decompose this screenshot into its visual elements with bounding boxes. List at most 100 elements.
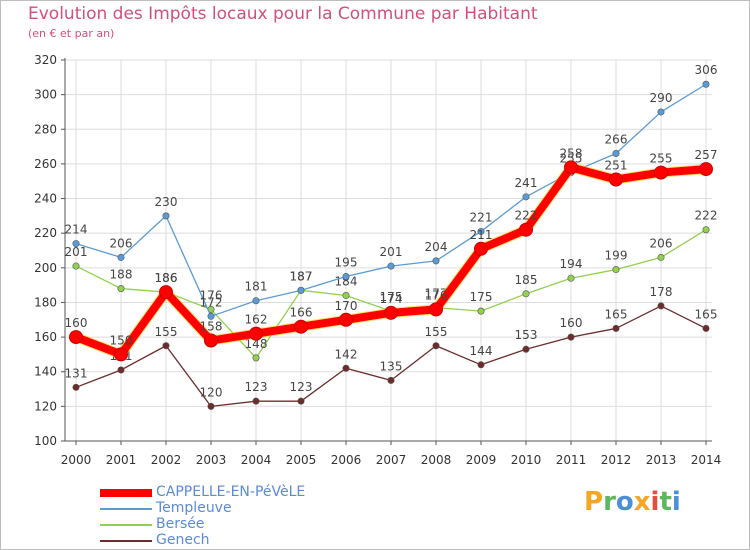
- x-tick-label: 2000: [61, 453, 92, 467]
- y-tick-label: 160: [34, 330, 57, 344]
- series-point: [339, 312, 353, 327]
- x-tick-label: 2002: [151, 453, 182, 467]
- data-label: 165: [695, 307, 718, 321]
- y-tick-label: 280: [34, 122, 57, 136]
- data-label: 150: [110, 333, 133, 347]
- data-label: 214: [65, 223, 88, 237]
- y-tick-label: 180: [34, 295, 57, 309]
- data-label: 176: [200, 288, 223, 302]
- data-label: 201: [380, 245, 403, 259]
- data-label: 222: [515, 209, 538, 223]
- series-point: [384, 305, 398, 320]
- chart-subtitle: (en € et par an): [28, 27, 115, 40]
- data-label: 211: [470, 228, 493, 242]
- data-label: 144: [470, 344, 493, 358]
- series-point: [522, 193, 530, 201]
- legend-swatch-templeuve: [100, 508, 152, 510]
- data-label: 148: [245, 337, 268, 351]
- data-label: 251: [605, 158, 628, 172]
- legend-label-bersee: Bersée: [156, 516, 205, 532]
- data-label: 165: [605, 307, 628, 321]
- series-point: [522, 290, 530, 298]
- x-tick-label: 2007: [376, 453, 407, 467]
- chart-title: Evolution des Impôts locaux pour la Comm…: [28, 4, 538, 24]
- x-tick-label: 2010: [511, 453, 542, 467]
- data-label: 222: [695, 209, 718, 223]
- series-point: [72, 240, 80, 248]
- legend-swatch-bersee: [100, 524, 152, 526]
- data-label: 194: [560, 257, 583, 271]
- data-label: 266: [605, 133, 628, 147]
- data-label: 204: [425, 240, 448, 254]
- series-point: [567, 274, 575, 282]
- series-point: [117, 366, 125, 374]
- x-tick-label: 2012: [601, 453, 632, 467]
- x-tick-label: 2003: [196, 453, 227, 467]
- data-label: 175: [470, 290, 493, 304]
- series-point: [522, 345, 530, 353]
- series-point: [342, 364, 350, 372]
- data-label: 131: [65, 366, 88, 380]
- data-label: 306: [695, 63, 718, 77]
- x-tick-label: 2006: [331, 453, 362, 467]
- series-point: [612, 266, 620, 274]
- series-point: [342, 292, 350, 300]
- x-tick-label: 2005: [286, 453, 317, 467]
- series-point: [252, 354, 260, 362]
- x-tick-label: 2011: [556, 453, 587, 467]
- series-point: [72, 262, 80, 270]
- legend-label-cappelle: CAPPELLE-EN-PéVèLE: [156, 484, 306, 500]
- data-label: 181: [245, 280, 268, 294]
- series-point: [117, 285, 125, 293]
- data-label: 206: [650, 236, 673, 250]
- x-tick-label: 2008: [421, 453, 452, 467]
- data-label: 155: [425, 325, 448, 339]
- data-label: 160: [560, 316, 583, 330]
- data-label: 142: [335, 347, 358, 361]
- data-label: 174: [380, 292, 403, 306]
- legend-label-templeuve: Templeuve: [156, 500, 232, 516]
- legend-swatch-genech: [100, 540, 152, 542]
- data-label: 255: [560, 152, 583, 166]
- data-label: 186: [155, 271, 178, 285]
- data-label: 185: [515, 273, 538, 287]
- series-point: [702, 80, 710, 88]
- data-label: 195: [335, 255, 358, 269]
- data-label: 176: [425, 288, 448, 302]
- series-point: [117, 253, 125, 261]
- series-point: [702, 324, 710, 332]
- series-point: [204, 333, 218, 348]
- series-point: [207, 312, 215, 320]
- data-label: 188: [110, 268, 133, 282]
- y-tick-label: 140: [34, 365, 57, 379]
- series-point: [429, 302, 443, 317]
- series-point: [567, 333, 575, 341]
- series-point: [69, 330, 83, 345]
- legend-label-genech: Genech: [156, 532, 210, 548]
- data-label: 123: [245, 380, 268, 394]
- y-tick-label: 220: [34, 226, 57, 240]
- data-label: 166: [290, 306, 313, 320]
- series-point: [609, 172, 623, 187]
- data-label: 199: [605, 249, 628, 263]
- series-point: [387, 262, 395, 270]
- series-point: [702, 226, 710, 234]
- x-tick-label: 2013: [646, 453, 677, 467]
- x-tick-label: 2014: [691, 453, 722, 467]
- data-label: 230: [155, 195, 178, 209]
- y-tick-label: 120: [34, 399, 57, 413]
- series-point: [612, 150, 620, 158]
- series-point: [657, 253, 665, 261]
- series-point: [657, 302, 665, 310]
- series-point: [432, 342, 440, 350]
- data-label: 178: [650, 285, 673, 299]
- series-point: [297, 397, 305, 405]
- series-point: [564, 160, 578, 175]
- y-tick-label: 240: [34, 192, 57, 206]
- data-label: 172: [200, 295, 223, 309]
- data-label: 170: [335, 299, 358, 313]
- data-label: 120: [200, 385, 223, 399]
- y-tick-label: 200: [34, 261, 57, 275]
- data-label: 221: [470, 210, 493, 224]
